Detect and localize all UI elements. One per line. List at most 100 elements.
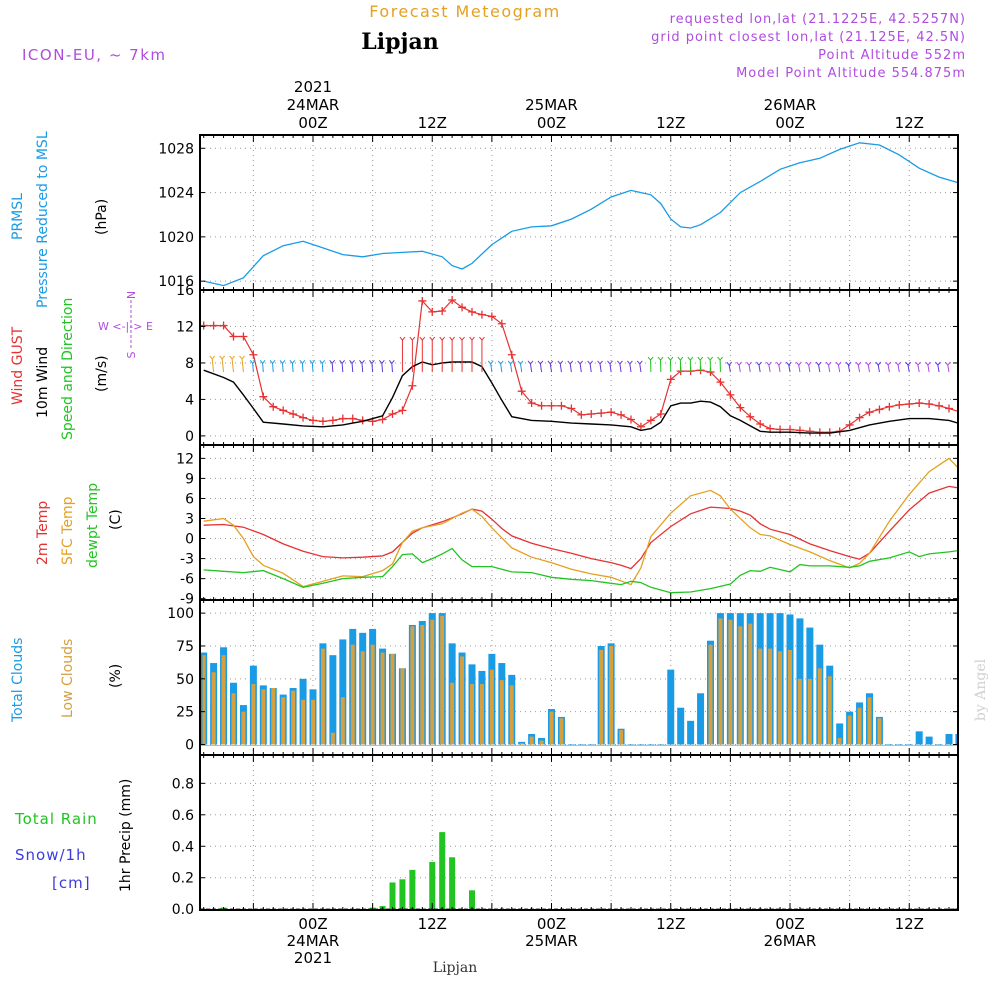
time-label-bottom: 12Z [418, 915, 447, 933]
grid-point-coords: grid point closest lon,lat (21.125E, 42.… [651, 30, 966, 45]
compass-s: S [125, 351, 138, 358]
rain-bar [439, 832, 445, 909]
gust-marker [806, 427, 814, 435]
total-clouds-label: Total Clouds [10, 638, 26, 723]
gust-marker [617, 411, 625, 419]
cloud-unit: (%) [108, 664, 124, 688]
wind-arrow-head [627, 361, 632, 364]
y-tick-label: 12 [176, 451, 194, 467]
gust-marker [408, 382, 416, 390]
wind-arrow-head [538, 361, 543, 364]
low-cloud-bar [510, 685, 514, 744]
time-label-bottom: 00Z [537, 915, 566, 933]
low-cloud-bar [460, 656, 464, 744]
wind-arrow-head [668, 357, 673, 360]
total-cloud-bar [697, 693, 704, 744]
wind-arrow [928, 365, 929, 372]
low-cloud-bar [808, 679, 812, 745]
gust-marker [299, 414, 307, 422]
low-cloud-bar [500, 680, 504, 744]
wind-arrow [580, 364, 581, 372]
rain-legend: Total Rain [14, 810, 98, 828]
gust-marker [647, 416, 655, 424]
time-label-bottom: 25MAR [525, 932, 578, 950]
low-cloud-bar [301, 700, 305, 745]
gust-marker [478, 311, 486, 319]
y-tick-label: 3 [185, 511, 194, 527]
wind-arrow-head [558, 361, 563, 364]
wind-arrow-head [915, 362, 920, 365]
wind-arrow [809, 365, 810, 372]
y-tick-label: 75 [176, 639, 194, 655]
wind-arrow [382, 363, 383, 372]
y-tick-label: 0 [185, 532, 194, 548]
temp-unit: (C) [108, 509, 124, 530]
low-cloud-bar [331, 733, 335, 745]
wind-arrow [273, 363, 274, 372]
total-cloud-bar [916, 731, 923, 744]
gust-marker [339, 415, 347, 423]
gust-marker [597, 409, 605, 417]
wind-arrow-head [420, 337, 425, 340]
low-cloud-bar [609, 646, 613, 745]
y-tick-label: 0.6 [172, 808, 194, 824]
gust-marker [398, 406, 406, 414]
watermark: by Angel [973, 658, 989, 721]
y-tick-label: 12 [176, 319, 194, 335]
low-cloud-bar [838, 738, 842, 745]
gust-marker [329, 416, 337, 424]
wind-arrow-head [786, 362, 791, 365]
model-altitude: Model Point Altitude 554.875m [736, 66, 966, 81]
low-cloud-bar [430, 620, 434, 745]
wind-arrow-head [617, 361, 622, 364]
wind-arrow [332, 363, 333, 372]
gust-marker [557, 402, 565, 410]
gust-marker [538, 402, 546, 410]
wind-arrow [342, 363, 343, 372]
time-label-bottom: 12Z [895, 915, 924, 933]
y-tick-label: 1020 [158, 230, 194, 246]
low-cloud-bar [222, 655, 226, 744]
gust-marker [349, 415, 357, 423]
time-label-bottom: 12Z [656, 915, 685, 933]
wind-arrow-head [876, 362, 881, 365]
frame-layer [200, 135, 958, 910]
y-tick-label: 0 [185, 429, 194, 445]
wind-arrow-head [826, 362, 831, 365]
time-label-top: 26MAR [764, 96, 817, 114]
low-cloud-bar [530, 737, 534, 745]
gust-marker [279, 406, 287, 414]
time-label-bottom: 00Z [298, 915, 327, 933]
y-tick-label: 25 [176, 705, 194, 721]
snow-unit-legend: [cm] [52, 874, 91, 892]
wind-arrow-head [460, 337, 465, 340]
time-label-bottom: 26MAR [764, 932, 817, 950]
gust-marker [389, 410, 397, 418]
rain-bar [390, 882, 396, 909]
low-cloud-bar [868, 697, 872, 744]
wind-arrow [938, 365, 939, 372]
wind-arrow-head [508, 361, 513, 364]
y-tick-label: 4 [185, 392, 194, 408]
gust-marker [915, 399, 923, 407]
gust-marker [885, 403, 893, 411]
time-label-top: 00Z [775, 114, 804, 132]
wind-arrow-head [637, 361, 642, 364]
y-tick-label: 0 [185, 737, 194, 753]
pressure-unit: (hPa) [94, 199, 110, 235]
wind-arrow-head [440, 337, 445, 340]
wind-10m-label: 10m Wind [35, 347, 51, 418]
y-tick-label: 0.2 [172, 871, 194, 887]
dewpt-line [204, 543, 958, 593]
time-label-top: 25MAR [525, 96, 578, 114]
wind-arrow [898, 365, 899, 372]
gust-marker [607, 408, 615, 416]
wind-arrow [630, 364, 631, 372]
y-tick-label: -3 [180, 552, 194, 568]
y-tick-label: 0.0 [172, 902, 194, 918]
wind-arrow-head [240, 356, 245, 359]
pressure-label-short: PRMSL [10, 193, 26, 240]
low-cloud-bar [391, 654, 395, 745]
gust-marker [210, 322, 218, 330]
gust-marker [319, 417, 327, 425]
